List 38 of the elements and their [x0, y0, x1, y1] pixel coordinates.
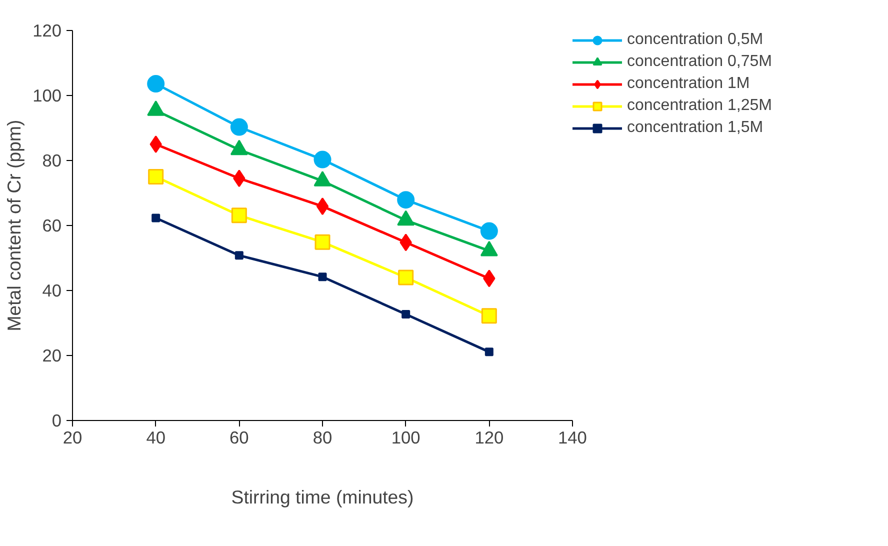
legend-label: concentration 0,5M	[627, 31, 764, 49]
point	[147, 75, 165, 93]
x-tick-label: 140	[558, 428, 587, 448]
legend-label: concentration 1,25M	[627, 97, 772, 115]
y-tick-label: 100	[32, 86, 62, 106]
point	[397, 191, 415, 209]
point	[316, 198, 329, 216]
point	[398, 270, 414, 286]
x-tick-label: 120	[474, 428, 504, 448]
point	[314, 150, 332, 168]
x-axis-title: Stirring time (minutes)	[231, 486, 414, 508]
x-tick-label: 40	[146, 428, 166, 448]
y-tick-label: 20	[42, 346, 62, 366]
point	[230, 118, 248, 136]
point	[148, 169, 164, 184]
point	[480, 222, 498, 240]
point	[484, 348, 494, 356]
y-tick-label: 40	[42, 280, 62, 300]
point	[231, 208, 247, 224]
y-tick-label: 80	[42, 150, 62, 170]
y-tick-label: 120	[32, 20, 62, 40]
y-tick-label: 60	[42, 216, 62, 236]
legend-label: concentration 0,75M	[627, 53, 772, 71]
point	[314, 234, 330, 250]
y-tick-label: 0	[52, 410, 62, 430]
x-tick-label: 60	[230, 428, 249, 448]
point	[234, 251, 244, 260]
x-tick-label: 80	[312, 428, 332, 448]
legend-label: concentration 1M	[627, 75, 750, 93]
x-tick-label: 20	[62, 428, 82, 448]
legend-label: concentration 1,5M	[627, 119, 764, 137]
point	[402, 310, 410, 318]
y-axis-title: Metal content of Cr (ppm)	[4, 120, 25, 332]
point	[318, 272, 327, 282]
point	[481, 308, 497, 324]
point	[150, 136, 162, 153]
point	[152, 214, 160, 222]
x-tick-label: 100	[391, 428, 420, 448]
